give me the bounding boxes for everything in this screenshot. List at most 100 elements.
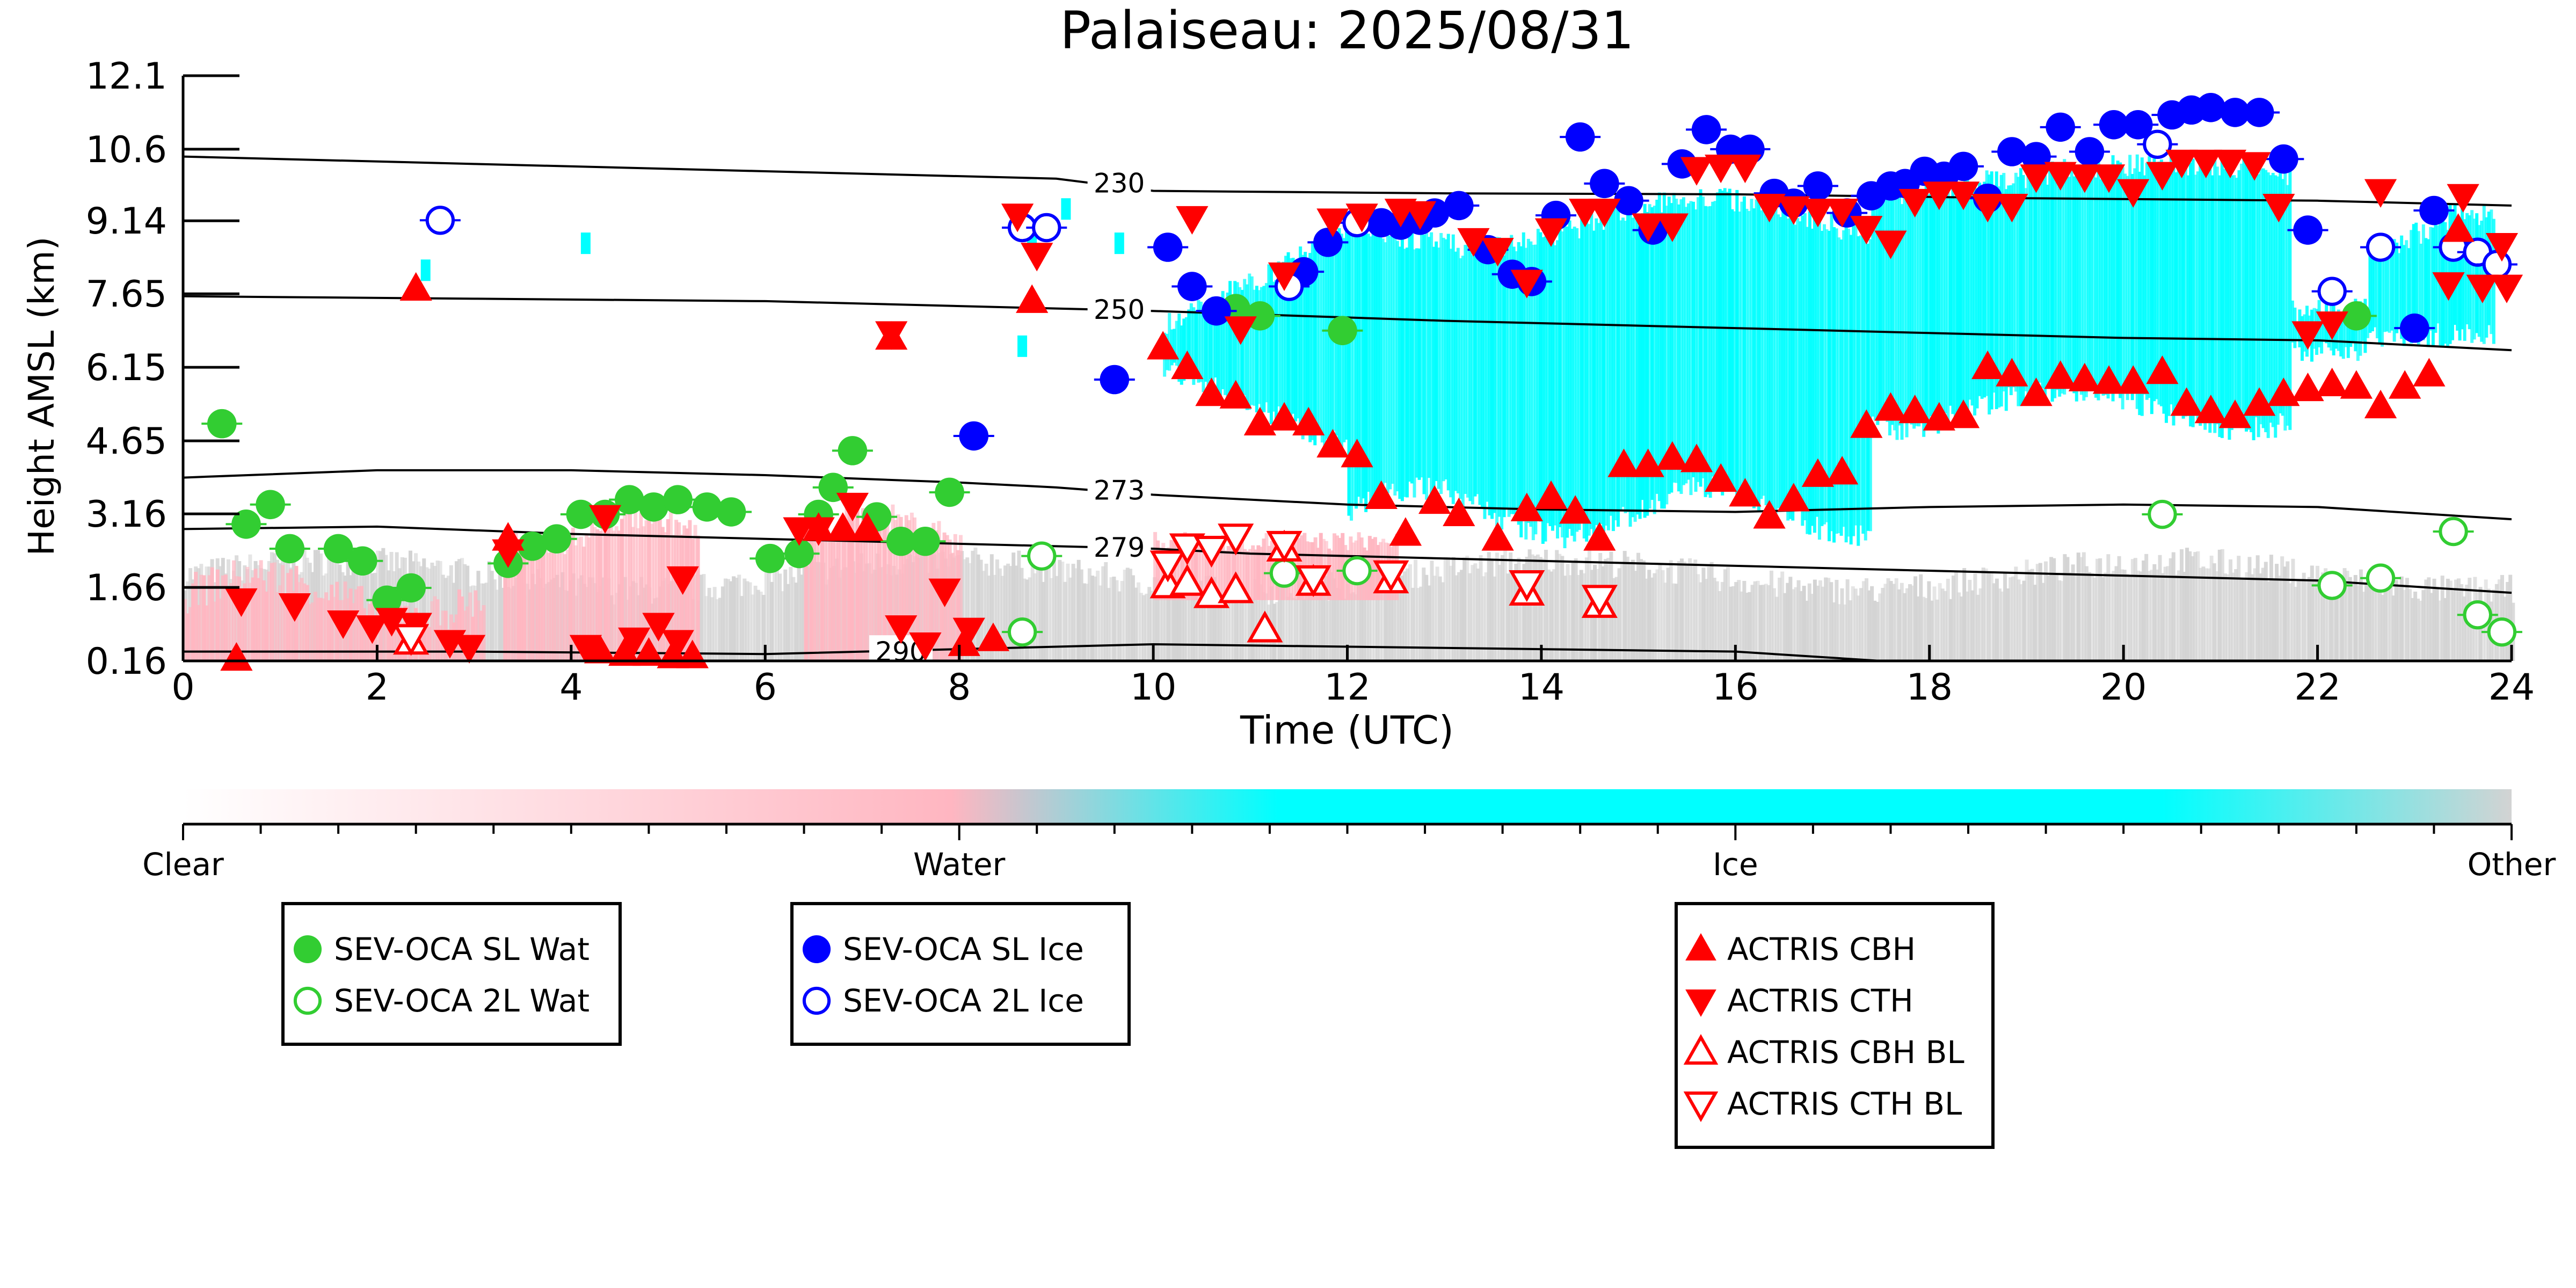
mask-column <box>1988 174 1991 414</box>
mask-column <box>786 584 790 661</box>
mask-column <box>2150 166 2153 414</box>
mask-column <box>1718 591 1722 661</box>
mask-column <box>2373 242 2377 328</box>
mask-column <box>1435 241 1438 481</box>
mask-column <box>1628 202 1632 527</box>
mask-column <box>1267 264 1271 413</box>
mask-column <box>1902 593 1906 661</box>
mask-column <box>1912 194 1916 429</box>
data-point <box>1753 194 1786 223</box>
mask-column <box>1655 199 1659 494</box>
mask-column <box>2177 162 2180 412</box>
mask-column <box>1017 550 1021 661</box>
legend-marker <box>802 986 831 1015</box>
mask-column <box>2199 567 2203 661</box>
mask-column <box>1932 183 1935 430</box>
mask-column <box>1861 226 1865 534</box>
mask-column <box>1147 587 1152 661</box>
mask-column <box>1202 308 1205 392</box>
mask-column <box>530 536 534 661</box>
mask-column <box>1599 210 1603 524</box>
mask-column <box>1348 593 1352 661</box>
mask-column <box>1876 200 1880 425</box>
mask-column <box>1611 209 1615 532</box>
mask-column <box>2058 164 2062 397</box>
mask-column <box>1502 255 1506 518</box>
mask-column <box>1240 289 1244 404</box>
mask-column <box>1466 245 1469 498</box>
legend-entry-label: ACTRIS CBH BL <box>1727 1034 1964 1071</box>
mask-column <box>921 539 925 661</box>
mask-column <box>565 550 570 661</box>
data-point <box>1373 560 1409 592</box>
mask-column <box>199 574 203 661</box>
mask-column <box>1489 559 1494 661</box>
mask-column <box>1883 197 1887 420</box>
mask-column <box>2155 170 2158 399</box>
mask-column <box>1650 577 1654 661</box>
data-point <box>784 539 814 569</box>
data-point <box>1032 213 1061 243</box>
mask-column <box>1558 554 1562 661</box>
mask-column <box>652 509 657 661</box>
mask-column <box>2174 172 2178 406</box>
mask-column <box>2007 185 2011 388</box>
mask-column <box>1038 563 1043 661</box>
mask-column <box>522 539 526 661</box>
mask-column <box>2322 312 2326 342</box>
mask-column <box>2239 579 2244 661</box>
mask-column <box>1468 238 1472 501</box>
mask-column <box>2234 569 2238 661</box>
mask-column <box>1133 587 1138 661</box>
data-point <box>1948 151 1978 181</box>
mask-column <box>1699 189 1702 487</box>
mask-column <box>1302 599 1306 661</box>
mask-column <box>251 577 255 661</box>
mask-column <box>1275 602 1279 661</box>
mask-column <box>379 618 383 661</box>
mask-column <box>772 570 776 661</box>
mask-column <box>2111 155 2115 402</box>
data-point <box>588 505 622 534</box>
mask-column <box>963 559 967 661</box>
mask-column <box>1693 559 1698 661</box>
mask-column <box>1260 287 1263 417</box>
mask-column <box>1563 227 1567 549</box>
mask-column <box>1125 567 1130 661</box>
mask-column <box>1410 229 1414 484</box>
mask-column <box>2448 580 2453 661</box>
colorbar: Clear Water Ice Other <box>142 789 2556 883</box>
mask-column <box>2230 175 2233 430</box>
mask-column <box>1253 289 1256 406</box>
mask-column <box>1137 582 1141 661</box>
mask-column <box>1769 570 1773 661</box>
mask-column <box>1341 533 1345 600</box>
mask-column <box>1050 578 1054 661</box>
mask-column <box>2453 204 2457 325</box>
mask-column <box>2237 170 2241 420</box>
mask-column <box>501 587 505 661</box>
mask-column <box>2424 579 2428 661</box>
mask-column <box>732 576 736 661</box>
mask-column <box>1968 193 1972 400</box>
data-point <box>1680 443 1713 472</box>
data-point <box>256 490 285 520</box>
mask-column <box>1202 602 1206 661</box>
mask-column <box>1875 602 1880 661</box>
mask-column <box>2101 577 2105 661</box>
mask-column <box>634 509 638 661</box>
mask-column <box>1204 576 1209 661</box>
mask-column <box>2344 319 2348 347</box>
mask-column <box>2217 549 2222 661</box>
mask-column <box>1123 570 1127 661</box>
mask-column <box>460 596 464 661</box>
data-point <box>2485 233 2519 262</box>
mask-column <box>2026 169 2030 402</box>
mask-column <box>297 582 301 661</box>
mask-column <box>253 569 258 661</box>
mask-column <box>1755 199 1758 500</box>
mask-column <box>449 565 453 661</box>
mask-column <box>2000 591 2005 661</box>
mask-column <box>2213 154 2217 433</box>
